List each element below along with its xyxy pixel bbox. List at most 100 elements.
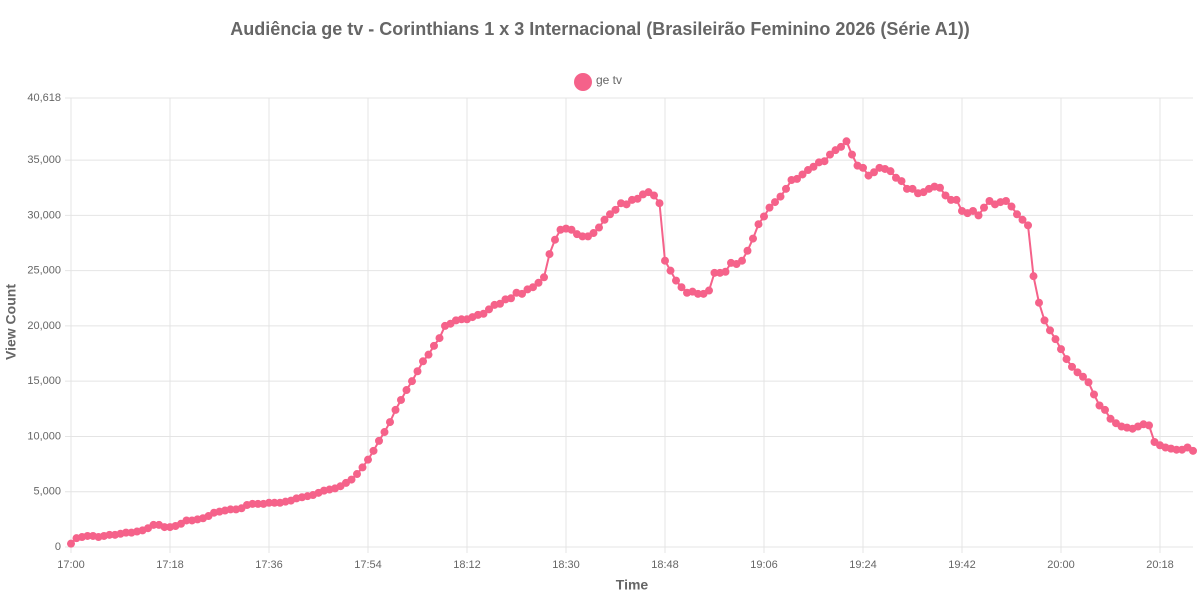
- y-tick-label: 0: [55, 541, 61, 553]
- y-tick-label: 25,000: [27, 265, 61, 277]
- data-point: [1013, 210, 1021, 219]
- data-point: [1007, 202, 1016, 211]
- data-point: [694, 289, 702, 298]
- data-point: [1068, 362, 1076, 371]
- data-point: [369, 446, 378, 455]
- data-point: [886, 167, 895, 176]
- legend-label: ge tv: [596, 73, 622, 87]
- y-tick-label: 20,000: [27, 320, 61, 332]
- data-point: [611, 205, 620, 214]
- data-point: [947, 195, 955, 204]
- data-point: [419, 357, 427, 366]
- data-point: [485, 305, 493, 314]
- data-point: [820, 157, 829, 166]
- data-point: [424, 350, 433, 359]
- data-point: [1145, 421, 1153, 430]
- data-point: [908, 184, 917, 193]
- data-point: [655, 199, 664, 208]
- y-tick-label: 10,000: [27, 430, 61, 442]
- data-point: [540, 273, 548, 282]
- data-point: [149, 520, 158, 529]
- x-tick-label: 20:00: [1047, 559, 1075, 571]
- data-point: [1024, 221, 1032, 230]
- y-axis-title: View Count: [3, 284, 19, 360]
- data-point: [67, 539, 75, 548]
- data-point: [507, 294, 515, 303]
- chart-title: Audiência ge tv - Corinthians 1 x 3 Inte…: [230, 19, 970, 39]
- data-point: [248, 499, 257, 508]
- data-point: [364, 455, 372, 464]
- data-point: [518, 289, 526, 298]
- data-point: [600, 215, 609, 224]
- data-point: [1002, 197, 1010, 206]
- data-point: [793, 174, 801, 183]
- legend-swatch: [574, 73, 592, 91]
- data-point: [848, 150, 856, 159]
- data-point: [749, 234, 757, 243]
- x-tick-label: 18:12: [453, 559, 481, 571]
- data-point: [633, 194, 642, 203]
- data-point: [941, 191, 950, 200]
- data-point: [743, 246, 752, 255]
- data-point: [1073, 368, 1082, 377]
- data-point: [666, 266, 675, 275]
- data-point: [391, 405, 400, 414]
- data-point: [1079, 372, 1087, 381]
- data-point: [402, 386, 411, 395]
- data-point: [677, 283, 686, 292]
- x-tick-label: 17:00: [57, 559, 85, 571]
- data-point: [1040, 316, 1049, 325]
- data-point: [160, 523, 169, 532]
- y-tick-label: 30,000: [27, 209, 61, 221]
- data-point: [952, 195, 961, 204]
- data-point: [578, 232, 587, 241]
- y-tick-label: 5,000: [33, 486, 61, 498]
- data-point: [771, 198, 779, 207]
- data-point: [270, 498, 279, 507]
- x-tick-label: 20:18: [1146, 559, 1174, 571]
- data-point: [105, 530, 114, 539]
- data-point: [622, 200, 631, 209]
- data-point: [782, 184, 790, 193]
- data-point: [479, 309, 488, 318]
- x-tick-label: 17:18: [156, 559, 184, 571]
- data-point: [496, 299, 504, 308]
- data-point: [870, 168, 878, 177]
- data-point: [1084, 378, 1093, 387]
- x-axis-title: Time: [616, 577, 649, 593]
- data-point: [545, 250, 554, 259]
- data-point: [265, 498, 273, 507]
- data-point: [798, 170, 807, 179]
- y-tick-label: 35,000: [27, 154, 61, 166]
- data-point: [430, 341, 438, 350]
- data-point: [765, 203, 774, 212]
- data-point: [1046, 326, 1054, 335]
- data-point: [1172, 445, 1181, 454]
- data-point: [826, 150, 834, 159]
- data-point: [1062, 355, 1071, 364]
- data-point: [182, 516, 191, 525]
- data-point: [529, 283, 537, 292]
- data-point: [754, 220, 763, 229]
- data-point: [534, 278, 543, 287]
- data-point: [595, 223, 603, 232]
- data-point: [347, 475, 356, 484]
- data-point: [375, 436, 383, 445]
- data-point: [413, 367, 422, 376]
- data-point: [1051, 335, 1060, 344]
- data-point: [837, 142, 845, 151]
- data-point: [738, 256, 746, 265]
- x-tick-label: 19:24: [849, 559, 877, 571]
- data-point: [1035, 298, 1043, 307]
- data-point: [974, 211, 983, 220]
- data-point: [386, 418, 394, 427]
- data-point: [1095, 401, 1104, 410]
- data-point: [1106, 414, 1115, 423]
- x-tick-label: 18:48: [651, 559, 679, 571]
- data-point: [567, 225, 576, 234]
- data-point: [1189, 446, 1197, 455]
- data-point: [358, 463, 367, 472]
- data-point: [457, 315, 466, 324]
- data-point: [226, 505, 235, 514]
